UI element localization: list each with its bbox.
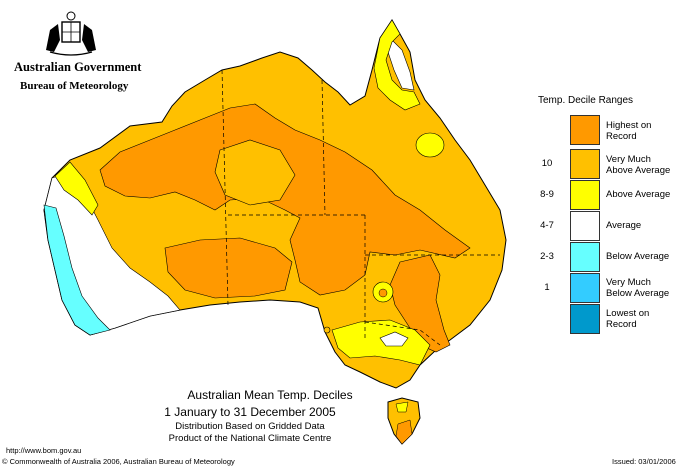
footer-copyright: © Commonwealth of Australia 2006, Austra… xyxy=(2,457,235,466)
legend-decile-8-9: 8-9 xyxy=(540,189,554,200)
legend-label-very-much-above: Very Much Above Average xyxy=(606,154,671,176)
map-subtitle: Distribution Based on Gridded Data xyxy=(175,421,325,432)
legend-label-lowest: Lowest on Record xyxy=(606,308,650,330)
legend-label-highest: Highest on Record xyxy=(606,120,652,142)
region-above-average-cape-york xyxy=(373,19,421,111)
legend-label-below: Below Average xyxy=(606,251,670,262)
coat-of-arms-logo xyxy=(46,11,96,56)
legend-label-very-much-below: Very Much Below Average xyxy=(606,277,670,299)
legend-decile-2-3: 2-3 xyxy=(540,251,554,262)
map-producer: Product of the National Climate Centre xyxy=(168,433,332,444)
legend-swatch-lowest xyxy=(570,304,600,334)
legend-swatch-average xyxy=(570,211,600,241)
legend-decile-4-7: 4-7 xyxy=(540,220,554,231)
region-average-se xyxy=(379,331,409,347)
legend-swatch-above xyxy=(570,180,600,210)
footer-url: http://www.bom.gov.au xyxy=(6,446,82,455)
legend-swatch-below xyxy=(570,242,600,272)
region-above-average-central xyxy=(214,139,296,206)
region-above-average-se xyxy=(331,319,431,366)
region-highest-east xyxy=(389,254,451,353)
legend-label-average: Average xyxy=(606,220,642,231)
government-name: Australian Government xyxy=(14,60,142,74)
region-highest-south xyxy=(164,237,293,299)
map-title: Australian Mean Temp. Deciles xyxy=(187,388,353,402)
legend-decile-1: 1 xyxy=(544,282,550,293)
map-period: 1 January to 31 December 2005 xyxy=(164,405,336,419)
island-kangaroo xyxy=(323,326,331,334)
footer-issued: Issued: 03/01/2006 xyxy=(612,457,676,466)
tasmania-highest xyxy=(395,419,413,445)
legend-swatch-very-much-below xyxy=(570,273,600,303)
region-highest-sa-dot xyxy=(378,288,388,298)
state-borders xyxy=(221,69,500,346)
legend-swatch-highest xyxy=(570,115,600,145)
legend-label-above: Above Average xyxy=(606,189,671,200)
bureau-name: Bureau of Meteorology xyxy=(20,80,129,92)
region-average-cape-york xyxy=(387,39,415,91)
region-above-average-nw xyxy=(54,161,99,216)
legend-swatch-very-much-above xyxy=(570,149,600,179)
tasmania-above xyxy=(395,401,409,413)
legend-title: Temp. Decile Ranges xyxy=(538,95,634,106)
region-above-average-qld xyxy=(415,132,445,158)
region-below-average-sw xyxy=(43,204,111,336)
legend-decile-10: 10 xyxy=(541,158,553,169)
